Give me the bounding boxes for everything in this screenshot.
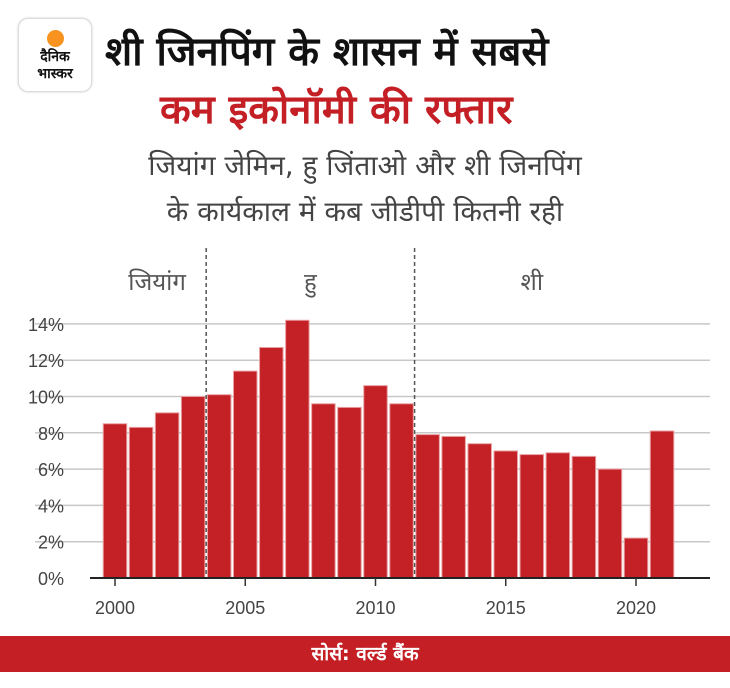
bar-2017 xyxy=(545,452,571,579)
y-tick-label: 14% xyxy=(28,315,64,335)
bar-2003 xyxy=(180,396,206,579)
bar-2015 xyxy=(493,450,518,579)
era-label: हु xyxy=(304,268,318,298)
bar-2001 xyxy=(128,426,154,579)
bar-2009 xyxy=(337,406,362,579)
x-tick-label: 2010 xyxy=(355,598,395,618)
title-line2: कम इकोनॉमी की रफ्तार xyxy=(160,87,513,133)
bar-2004 xyxy=(206,394,232,579)
x-tick-label: 2005 xyxy=(225,598,265,618)
subtitle-line2: के कार्यकाल में कब जीडीपी कितनी रही xyxy=(166,195,564,228)
bar-2014 xyxy=(467,443,492,579)
bar-2006 xyxy=(259,346,284,579)
bar-2007 xyxy=(285,319,310,579)
era-label: शी xyxy=(521,268,544,296)
y-tick-label: 10% xyxy=(28,388,64,408)
era-label: जियांग xyxy=(128,268,186,296)
bar-2013 xyxy=(441,435,466,579)
bar-2021 xyxy=(649,430,675,579)
sun-icon xyxy=(47,30,64,47)
y-tick-label: 4% xyxy=(38,496,64,516)
y-tick-label: 12% xyxy=(28,351,64,371)
bar-2002 xyxy=(154,412,180,579)
bar-2008 xyxy=(311,403,336,579)
x-tick-label: 2020 xyxy=(616,598,656,618)
logo-line2: भास्कर xyxy=(37,66,73,82)
title-line1: शी जिनपिंग के शासन में सबसे xyxy=(105,29,549,75)
bar-2016 xyxy=(519,454,545,579)
bar-2018 xyxy=(571,455,597,579)
dainik-bhaskar-logo: दैनिक भास्कर xyxy=(18,18,92,92)
bar-2010 xyxy=(363,385,388,579)
y-tick-label: 2% xyxy=(38,533,64,553)
bar-2019 xyxy=(597,468,623,579)
bar-2020 xyxy=(623,537,649,579)
x-tick-label: 2000 xyxy=(95,598,135,618)
bar-2012 xyxy=(415,434,440,579)
logo-text: दैनिक भास्कर xyxy=(19,49,91,83)
bar-2011 xyxy=(389,403,414,579)
y-tick-label: 0% xyxy=(38,569,64,589)
y-tick-label: 8% xyxy=(38,424,64,444)
x-tick-label: 2015 xyxy=(486,598,526,618)
bar-2000 xyxy=(102,423,128,579)
bar-2005 xyxy=(233,370,258,579)
source-footer: सोर्स: वर्ल्ड बैंक xyxy=(0,636,730,672)
subtitle-line1: जियांग जेमिन, हु जिंताओ और शी जिनपिंग xyxy=(148,149,582,182)
gdp-bar-chart: 0% 2% 4% 6% 8% 10% 12% 14% 2000 2005 2010 2015 2020 ज… xyxy=(28,248,710,618)
logo-line1: दैनिक xyxy=(40,49,70,65)
y-tick-label: 6% xyxy=(38,460,64,480)
